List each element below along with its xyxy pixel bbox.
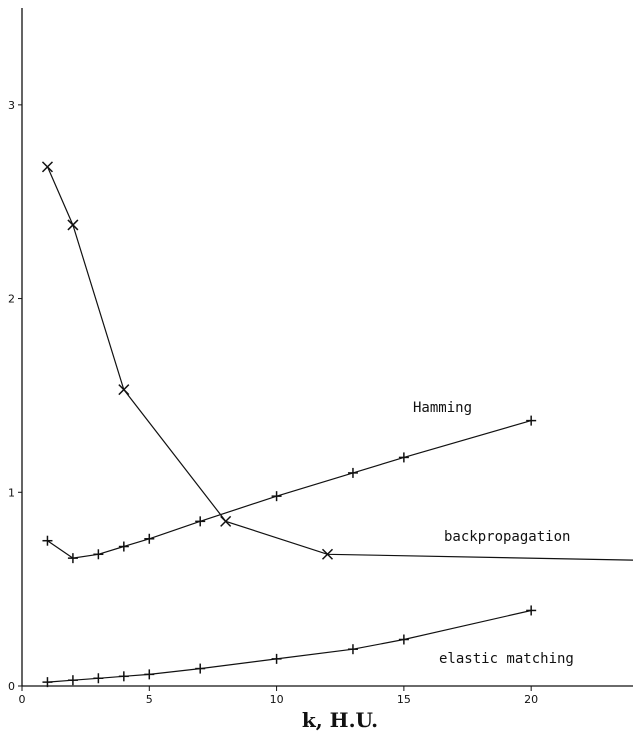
data-point-backpropagation	[195, 516, 205, 526]
data-point-backpropagation	[399, 452, 409, 462]
y-tick-label: 1	[8, 486, 15, 499]
data-point-backpropagation	[272, 491, 282, 501]
x-tick-label: 15	[397, 693, 411, 706]
data-point-elastic-matching	[93, 673, 103, 683]
data-point-elastic-matching	[272, 654, 282, 664]
data-point-backpropagation	[144, 534, 154, 544]
data-point-backpropagation	[348, 468, 358, 478]
data-point-hamming	[119, 385, 129, 395]
data-point-hamming	[42, 162, 52, 172]
data-point-backpropagation	[526, 416, 536, 426]
data-point-backpropagation	[42, 536, 52, 546]
series-label-hamming: Hamming	[413, 400, 472, 416]
x-axis-title: k, H.U.	[302, 708, 378, 732]
data-point-backpropagation	[93, 549, 103, 559]
series-label-elastic-matching: elastic matching	[439, 651, 574, 667]
data-point-backpropagation	[68, 553, 78, 563]
y-tick-label: 2	[8, 293, 15, 306]
data-point-hamming	[221, 516, 231, 526]
x-tick-label: 10	[270, 693, 284, 706]
data-point-elastic-matching	[119, 671, 129, 681]
x-tick-label: 0	[19, 693, 26, 706]
data-point-elastic-matching	[195, 664, 205, 674]
data-point-backpropagation	[119, 542, 129, 552]
data-point-elastic-matching	[348, 644, 358, 654]
data-point-elastic-matching	[526, 605, 536, 615]
x-tick-label: 5	[146, 693, 153, 706]
axes-layer: 0 5 10 15 20 0 1 2 3	[8, 8, 633, 706]
y-tick-label: 0	[8, 680, 15, 693]
data-point-elastic-matching	[399, 635, 409, 645]
labels-layer: Hamming backpropagation elastic matching…	[302, 400, 574, 732]
data-point-elastic-matching	[144, 669, 154, 679]
data-point-elastic-matching	[68, 675, 78, 685]
series-layer	[42, 162, 633, 687]
x-tick-label: 20	[524, 693, 538, 706]
data-point-hamming	[68, 220, 78, 230]
series-line-elastic-matching	[48, 611, 532, 683]
series-label-backpropagation: backpropagation	[444, 529, 570, 545]
y-tick-label: 3	[8, 99, 15, 112]
series-line-hamming	[48, 167, 633, 560]
